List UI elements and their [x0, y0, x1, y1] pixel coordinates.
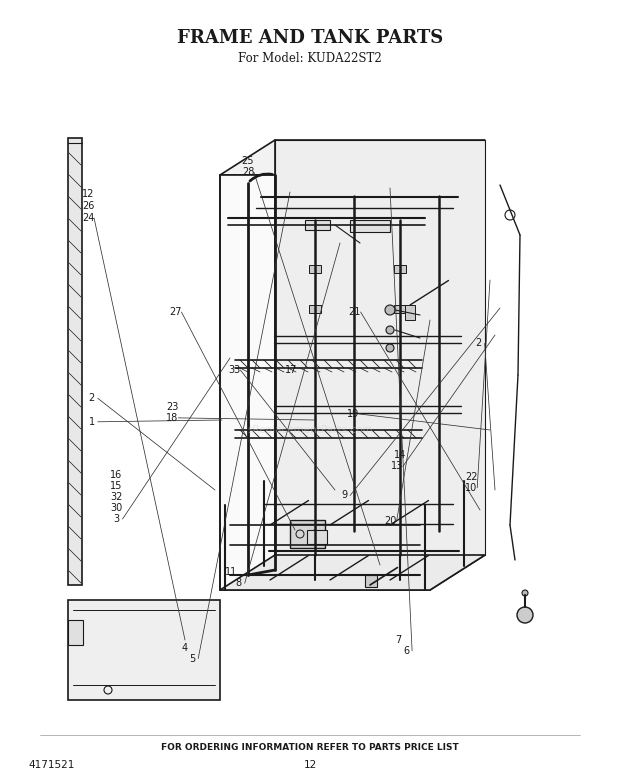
Text: 26: 26: [82, 201, 94, 211]
Bar: [365, 575, 377, 587]
Circle shape: [522, 590, 528, 596]
Text: 32: 32: [110, 492, 123, 502]
Polygon shape: [220, 555, 485, 590]
Text: 5: 5: [189, 654, 195, 663]
Text: 12: 12: [82, 190, 94, 199]
Text: 21: 21: [348, 307, 361, 317]
Text: 28: 28: [242, 168, 254, 177]
Text: 17: 17: [285, 365, 298, 375]
Circle shape: [386, 344, 394, 352]
Text: 10: 10: [465, 483, 477, 492]
Bar: [309, 305, 321, 313]
Polygon shape: [430, 140, 485, 590]
Bar: [307, 530, 327, 544]
Text: 27: 27: [169, 307, 182, 317]
Polygon shape: [68, 620, 83, 645]
Circle shape: [517, 607, 533, 623]
Text: 8: 8: [236, 579, 242, 588]
Text: 12: 12: [303, 760, 317, 770]
Text: 7: 7: [396, 635, 402, 644]
Text: 15: 15: [110, 481, 123, 491]
Text: 16: 16: [110, 470, 123, 480]
Bar: [305, 220, 330, 230]
Polygon shape: [220, 175, 430, 590]
Circle shape: [386, 326, 394, 334]
Text: 30: 30: [110, 503, 123, 513]
Text: 19: 19: [347, 409, 360, 419]
Text: 4171521: 4171521: [29, 760, 75, 770]
Bar: [68, 138, 82, 585]
Text: 6: 6: [403, 646, 409, 655]
Text: 4: 4: [182, 643, 188, 652]
Text: 2: 2: [476, 339, 482, 348]
Polygon shape: [68, 600, 220, 700]
Text: FRAME AND TANK PARTS: FRAME AND TANK PARTS: [177, 29, 443, 47]
Polygon shape: [275, 140, 485, 555]
Text: 1: 1: [89, 417, 95, 426]
Text: 33: 33: [228, 365, 241, 375]
Text: 20: 20: [384, 517, 397, 526]
Bar: [350, 220, 390, 232]
Text: sReplacementParts.com: sReplacementParts.com: [247, 425, 373, 435]
Bar: [394, 305, 406, 313]
Bar: [394, 265, 406, 273]
Text: 3: 3: [113, 514, 120, 524]
Text: 22: 22: [465, 472, 477, 481]
Bar: [309, 265, 321, 273]
Polygon shape: [220, 140, 485, 175]
Text: FOR ORDERING INFORMATION REFER TO PARTS PRICE LIST: FOR ORDERING INFORMATION REFER TO PARTS …: [161, 743, 459, 753]
Text: For Model: KUDA22ST2: For Model: KUDA22ST2: [238, 52, 382, 64]
Text: 13: 13: [391, 462, 403, 471]
Text: 9: 9: [341, 491, 347, 500]
Text: 14: 14: [394, 450, 406, 459]
Circle shape: [385, 305, 395, 315]
Text: 11: 11: [225, 568, 237, 577]
Bar: [405, 305, 415, 320]
Text: 23: 23: [166, 402, 179, 412]
Text: 25: 25: [242, 156, 254, 165]
Bar: [290, 520, 325, 548]
Text: 24: 24: [82, 213, 94, 223]
Text: 2: 2: [89, 394, 95, 403]
Text: 18: 18: [166, 413, 179, 423]
